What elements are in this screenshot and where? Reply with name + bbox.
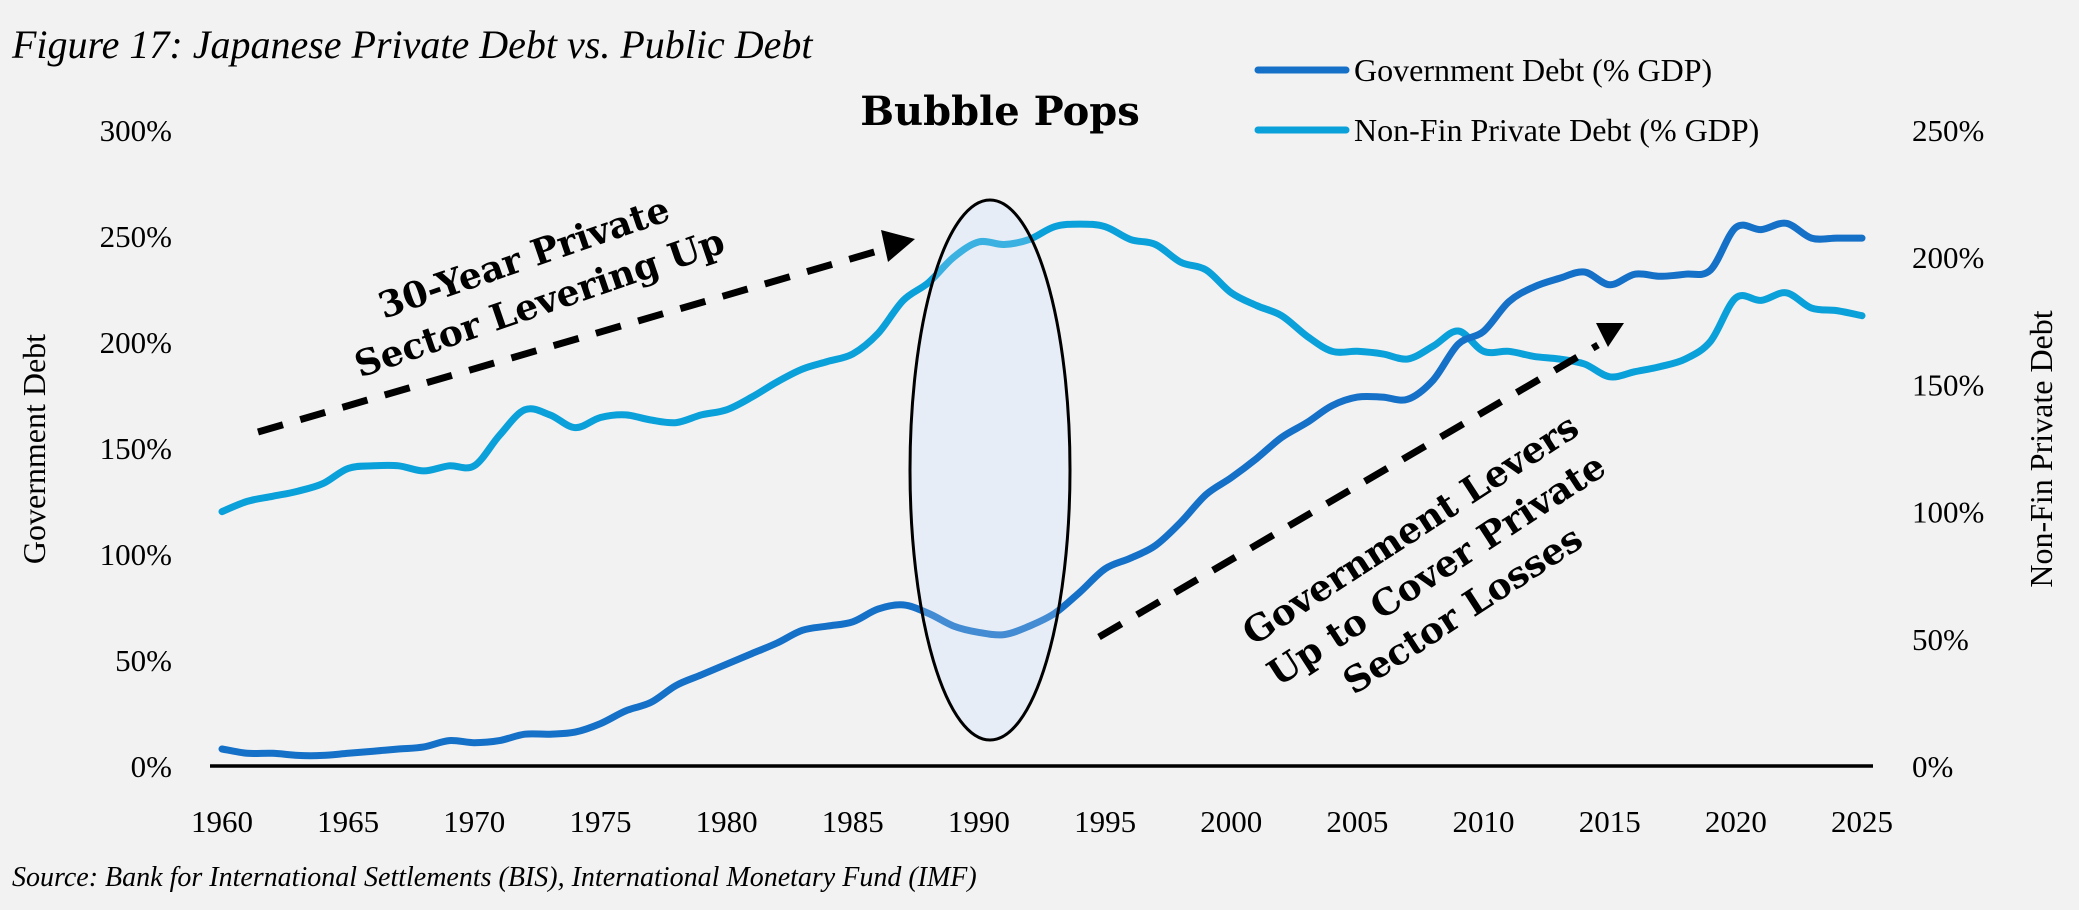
y-axis-right-title: Non-Fin Private Debt [2023,310,2059,587]
chart-title: Figure 17: Japanese Private Debt vs. Pub… [11,22,813,67]
legend-label-government: Government Debt (% GDP) [1354,52,1712,88]
y-right-tick-label: 0% [1912,749,1953,784]
y-right-tick-label: 150% [1912,367,1984,402]
y-left-tick-label: 50% [115,643,172,678]
x-tick-label: 2010 [1453,804,1515,839]
y-left-tick-label: 250% [100,219,172,254]
x-tick-label: 2020 [1705,804,1767,839]
annotation-arrow-government-shaft [1097,341,1600,641]
y-right-tick-label: 200% [1912,240,1984,275]
y-axis-left-title: Government Debt [16,334,52,564]
x-tick-label: 2025 [1831,804,1893,839]
y-right-tick-label: 50% [1912,622,1969,657]
legend: Government Debt (% GDP) Non-Fin Private … [1254,52,1759,148]
arrow-head-icon [1596,323,1624,347]
series-line-government-debt [218,219,1866,760]
arrow-head-icon [881,230,915,262]
x-tick-label: 1965 [317,804,379,839]
bubble-pops-label: Bubble Pops [860,88,1140,135]
y-left-tick-label: 200% [100,325,172,360]
y-right-tick-label: 250% [1912,113,1984,148]
y-axis-left-ticks: 0% 50% 100% 150% 200% 250% 300% [100,113,172,784]
y-axis-right-ticks: 0% 50% 100% 150% 200% 250% [1912,113,1984,784]
bubble-ellipse-fill [910,200,1070,740]
series-layer [218,219,1866,760]
y-left-tick-label: 300% [100,113,172,148]
x-tick-label: 1975 [569,804,631,839]
x-tick-label: 2000 [1200,804,1262,839]
x-tick-label: 1995 [1074,804,1136,839]
x-tick-label: 1990 [948,804,1010,839]
y-left-tick-label: 150% [100,431,172,466]
source-note: Source: Bank for International Settlemen… [12,862,977,893]
annotation-arrow-private-shaft [257,244,889,436]
x-axis-ticks: 1960 1965 1970 1975 1980 1985 1990 1995 2000 2005… [191,804,1893,839]
x-tick-label: 2015 [1579,804,1641,839]
y-left-tick-label: 0% [131,749,172,784]
x-tick-label: 1970 [443,804,505,839]
legend-label-private: Non-Fin Private Debt (% GDP) [1354,112,1759,148]
x-tick-label: 1980 [696,804,758,839]
y-left-tick-label: 100% [100,537,172,572]
bubble-ellipse [908,198,1072,742]
x-tick-label: 1960 [191,804,253,839]
x-tick-label: 1985 [822,804,884,839]
y-right-tick-label: 100% [1912,495,1984,530]
x-tick-label: 2005 [1326,804,1388,839]
series-line-private-debt [218,220,1866,516]
